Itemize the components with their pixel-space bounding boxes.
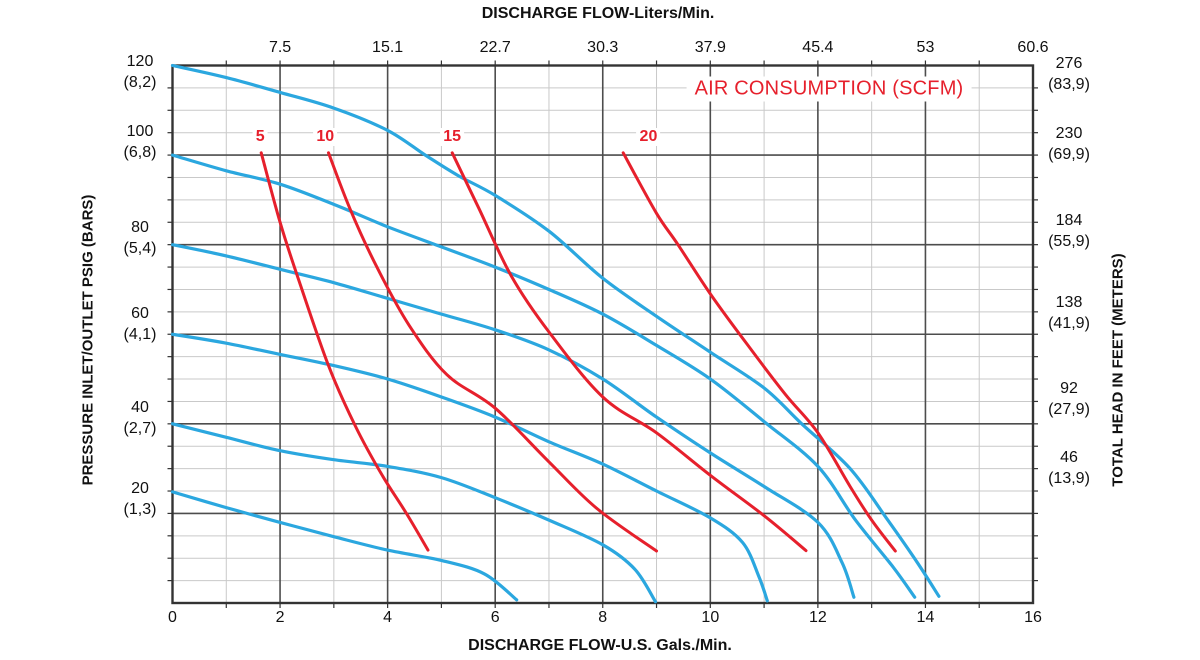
left-tick-label: 60 (4,1)	[123, 305, 157, 343]
water-curve-100-psig-curve	[170, 153, 917, 599]
left-tick-label: 100 (6,8)	[123, 123, 157, 161]
top-tick-label: 22.7	[479, 39, 511, 56]
top-tick-label: 60.6	[1017, 39, 1049, 56]
bottom-axis-title: DISCHARGE FLOW-U.S. Gals./Min.	[468, 637, 732, 654]
bottom-tick-label: 4	[383, 609, 393, 626]
air-consumption-annotation: AIR CONSUMPTION (SCFM)	[686, 76, 972, 102]
top-tick-label: 15.1	[372, 39, 404, 56]
air-curve-label-15: 15	[440, 128, 465, 147]
left-tick-label: 40 (2,7)	[123, 399, 157, 437]
left-tick-label: 120 (8,2)	[123, 53, 157, 91]
water-curve-60-psig-curve	[170, 332, 769, 603]
air-curve-label-5: 5	[252, 128, 268, 147]
air-curve-10-scfm	[327, 151, 658, 553]
bottom-tick-label: 10	[701, 609, 720, 626]
right-tick-label: 92 (27,9)	[1048, 380, 1090, 418]
top-tick-label: 7.5	[268, 39, 292, 56]
right-tick-label: 276 (83,9)	[1048, 55, 1090, 93]
bottom-tick-label: 14	[916, 609, 935, 626]
water-curve-40-psig-curve	[170, 422, 658, 604]
water-curve-25-psig-curve	[170, 490, 519, 602]
right-tick-label: 46 (13,9)	[1048, 449, 1090, 487]
top-axis-title: DISCHARGE FLOW-Liters/Min.	[481, 5, 715, 22]
bottom-tick-label: 6	[490, 609, 500, 626]
right-tick-label: 184 (55,9)	[1048, 212, 1090, 250]
left-axis-title: PRESSURE INLET/OUTLET PSIG (BARS)	[79, 194, 97, 486]
top-tick-label: 37.9	[694, 39, 726, 56]
air-curve-label-10: 10	[313, 128, 338, 147]
air-curve-15-scfm	[450, 151, 808, 553]
top-tick-label: 30.3	[587, 39, 619, 56]
bottom-tick-label: 2	[275, 609, 285, 626]
right-tick-label: 138 (41,9)	[1048, 294, 1090, 332]
water-curve-120-psig-curve	[170, 63, 941, 598]
right-tick-label: 230 (69,9)	[1048, 125, 1090, 163]
top-tick-label: 53	[916, 39, 935, 56]
bottom-tick-label: 8	[598, 609, 608, 626]
water-curve-80-psig-curve	[170, 243, 856, 599]
bottom-tick-label: 12	[808, 609, 827, 626]
air-curve-5-scfm	[259, 151, 430, 552]
bottom-tick-label: 16	[1024, 609, 1042, 626]
air-curve-label-20: 20	[636, 128, 661, 147]
left-tick-label: 20 (1,3)	[123, 480, 157, 518]
air-curve-20-scfm	[621, 151, 897, 553]
right-axis-title: TOTAL HEAD IN FEET (METERS)	[1109, 253, 1127, 487]
top-tick-label: 45.4	[802, 39, 834, 56]
bottom-tick-label: 0	[168, 609, 177, 626]
left-tick-label: 80 (5,4)	[123, 219, 157, 257]
